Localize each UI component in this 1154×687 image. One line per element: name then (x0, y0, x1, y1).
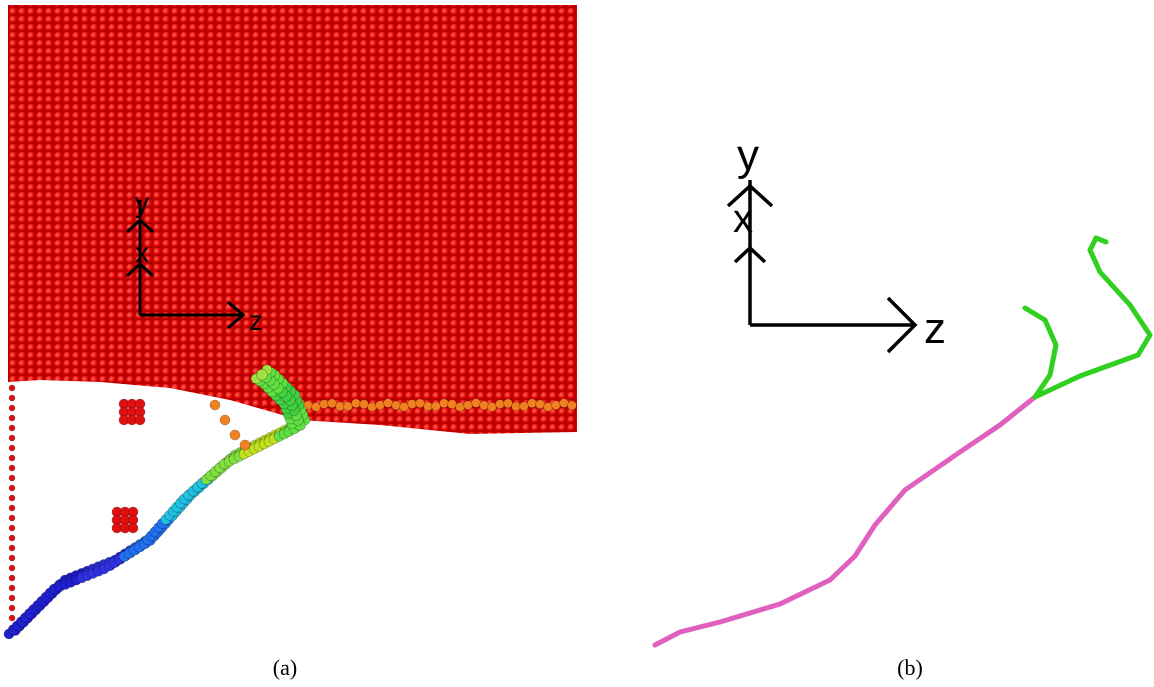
atom (456, 402, 465, 411)
atom (392, 401, 401, 410)
atom (376, 401, 385, 410)
atom (480, 401, 489, 410)
atom (230, 430, 240, 440)
atom (9, 565, 15, 571)
axis-label-z: z (249, 305, 263, 336)
atom (9, 435, 15, 441)
atom (210, 400, 220, 410)
atom (440, 399, 449, 408)
atom (9, 485, 15, 491)
atom (352, 399, 361, 408)
atom (128, 523, 138, 533)
atom (9, 515, 15, 521)
atom (9, 475, 15, 481)
atom (552, 401, 561, 410)
atom (528, 399, 537, 408)
atom (9, 555, 15, 561)
atom (9, 445, 15, 451)
atom (312, 402, 321, 411)
atom (9, 385, 15, 391)
atom (220, 415, 230, 425)
atom (520, 402, 529, 411)
atom (9, 525, 15, 531)
figure: y x z (a) y x z (b) (0, 0, 1154, 687)
atom (9, 585, 15, 591)
atom (344, 402, 353, 411)
atom (432, 402, 441, 411)
axis-label-z: z (924, 304, 946, 353)
atom (9, 455, 15, 461)
atom (9, 575, 15, 581)
axes-b (728, 180, 915, 352)
atom (9, 405, 15, 411)
atom (9, 425, 15, 431)
atom (488, 402, 497, 411)
atom (408, 400, 417, 409)
caption-b: (b) (897, 655, 923, 680)
atom (384, 399, 393, 408)
atom (448, 400, 457, 409)
atom (496, 400, 505, 409)
atom (9, 395, 15, 401)
dislocation-line-green (1025, 238, 1150, 397)
atom (504, 399, 513, 408)
atom (9, 505, 15, 511)
atom (424, 402, 433, 411)
axis-label-y: y (135, 187, 149, 218)
panel-a: y x z (a) (4, 5, 577, 680)
axis-label-y: y (737, 131, 759, 180)
atom (320, 400, 329, 409)
caption-a: (a) (273, 655, 297, 680)
atom-block (8, 5, 577, 434)
atom (9, 615, 15, 621)
atom (257, 369, 268, 380)
atom (560, 399, 569, 408)
atom (472, 399, 481, 408)
atom (336, 402, 345, 411)
atom (360, 400, 369, 409)
atom (9, 535, 15, 541)
panel-b: y x z (b) (655, 131, 1150, 680)
dislocation-line-pink (655, 397, 1035, 645)
atom (544, 402, 553, 411)
atom (9, 465, 15, 471)
atom (368, 402, 377, 411)
atom (416, 399, 425, 408)
atom (9, 495, 15, 501)
atom (512, 402, 521, 411)
atom (464, 401, 473, 410)
axis-label-x: x (733, 197, 753, 241)
atom (536, 400, 545, 409)
atom-chain (4, 365, 577, 639)
atom (9, 595, 15, 601)
atom (135, 415, 145, 425)
atom (568, 401, 577, 410)
atom (400, 402, 409, 411)
axis-label-x: x (135, 237, 149, 268)
atom (240, 440, 250, 450)
atom (9, 415, 15, 421)
atom (9, 545, 15, 551)
atom (328, 399, 337, 408)
atom (9, 605, 15, 611)
